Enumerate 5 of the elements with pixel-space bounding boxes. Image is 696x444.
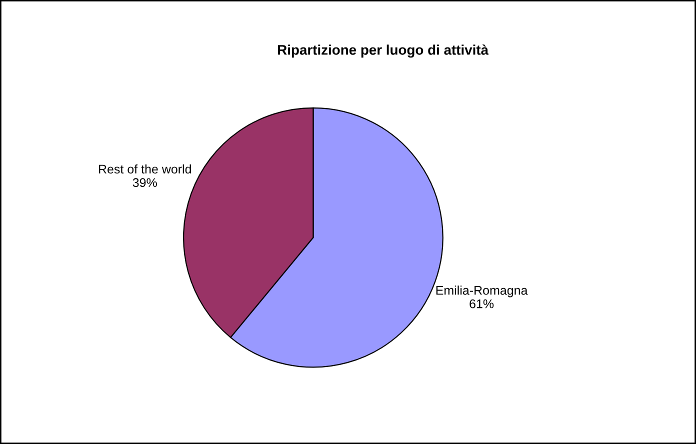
- chart-title: Ripartizione per luogo di attività: [278, 44, 489, 58]
- slice-label: Emilia-Romagna: [436, 286, 528, 298]
- slice-label: Rest of the world: [98, 164, 191, 174]
- data-label: 61%: [470, 299, 494, 308]
- data-label: 39%: [132, 178, 157, 188]
